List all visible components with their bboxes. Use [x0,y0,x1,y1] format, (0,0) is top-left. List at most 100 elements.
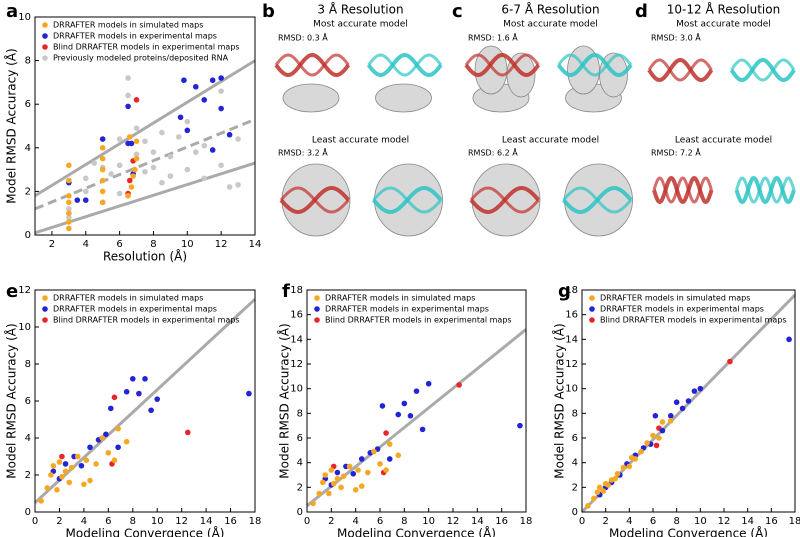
point [386,456,393,462]
point [132,166,138,173]
point [407,413,414,419]
point [419,426,426,433]
x-tick-label: 2 [328,516,334,527]
legend-marker [42,55,48,61]
point [365,469,371,476]
y-tick-label: 18 [290,285,303,296]
point [108,171,114,177]
y-tick-label: 8 [297,408,303,419]
point [226,184,233,190]
x-tick-label: 12 [215,239,228,250]
legend-marker [42,33,48,39]
legend-label: DRRAFTER models in experimental maps [325,305,489,314]
bottom-rmsd: RMSD: 7.2 Å [651,147,701,158]
legend-label: Blind DRRAFTER models in experimental ma… [325,316,512,325]
point [81,481,87,488]
helix [469,186,540,214]
y-tick-label: 14 [290,334,303,345]
helix [557,53,633,77]
helix [274,52,351,78]
point [125,192,131,199]
point [66,214,72,221]
legend-label: DRRAFTER models in experimental maps [53,32,217,41]
legend-label: DRRAFTER models in simulated maps [325,294,475,303]
plot-frame [34,16,256,236]
point [614,470,621,477]
point [667,413,674,419]
x-tick-label: 4 [626,516,632,527]
top-label: Most accurate model [676,20,771,30]
point [133,151,140,158]
x-tick-label: 18 [249,516,262,527]
point [59,474,65,480]
x-tick-label: 14 [471,516,484,527]
point [99,177,106,184]
point [691,388,698,394]
legend-label: DRRAFTER models in simulated maps [600,294,750,303]
fit-line [34,59,256,198]
legend-label: DRRAFTER models in simulated maps [53,294,203,303]
point [659,419,666,425]
point [644,440,650,446]
point [328,467,335,473]
top-label: Most accurate model [503,20,598,30]
x-tick-label: 8 [130,516,136,527]
point [93,461,99,467]
top-rmsd: RMSD: 3.0 Å [651,32,701,43]
point [105,450,112,456]
point [99,136,106,142]
x-axis-label: Modeling Convergence (Å) [66,526,225,537]
helix [274,53,350,77]
y-tick-label: 16 [290,310,303,321]
point [346,463,353,470]
point [66,162,72,169]
point [517,422,523,429]
point [66,479,73,486]
x-tick-label: 8 [401,516,407,527]
y-tick-label: 10 [290,384,303,395]
point [358,483,365,489]
legend-label: DRRAFTER models in experimental maps [600,305,764,314]
point [38,498,44,504]
point [177,114,184,121]
point [218,105,224,112]
point [123,388,130,395]
point [68,464,75,471]
helix [652,176,713,204]
point [66,206,72,212]
panel-title: 3 Å Resolution [317,2,403,17]
point [116,190,123,197]
point [154,396,161,402]
point [786,336,792,343]
x-tick-label: 18 [789,516,800,527]
x-tick-label: 2 [49,239,55,250]
point [218,75,224,81]
x-tick-label: 6 [116,239,122,250]
legend-marker [42,306,48,312]
point [184,429,191,436]
point [383,467,389,473]
point [74,453,81,460]
bottom-label: Least accurate model [675,136,772,146]
point [83,457,90,464]
y-tick-label: 12 [18,285,31,296]
y-tick-label: 2 [572,482,578,493]
helix [730,58,796,82]
point [148,407,154,414]
point [246,390,252,397]
point [142,376,148,382]
point [605,482,611,488]
helix [556,52,633,78]
point [130,173,136,179]
y-tick-label: 6 [572,433,578,444]
point [50,462,57,469]
x-tick-label: 14 [200,516,213,527]
x-tick-label: 10 [422,516,435,527]
y-tick-label: 6 [25,396,31,407]
y-tick-label: 14 [565,334,578,345]
point [585,503,591,509]
y-axis-label: Model RMSD Accuracy (Å) [4,323,19,478]
x-tick-label: 16 [765,516,778,527]
panel-title: 6-7 Å Resolution [501,2,599,17]
point [650,432,656,439]
